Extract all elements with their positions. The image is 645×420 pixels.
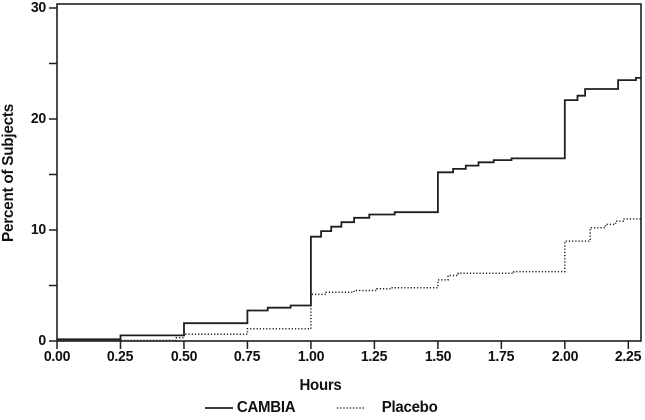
legend-label-cambia: CAMBIA <box>237 399 296 416</box>
x-tick-label: 0.25 <box>107 348 134 365</box>
placebo-line-swatch <box>337 407 366 409</box>
y-tick-label: 0 <box>38 332 46 349</box>
legend: CAMBIA Placebo <box>0 399 645 417</box>
x-tick-label: 2.25 <box>615 348 642 365</box>
plot-frame <box>56 3 642 342</box>
placebo-series-line <box>57 218 641 342</box>
x-tick-label: 1.50 <box>424 348 452 365</box>
x-tick-label: 0.50 <box>170 348 198 365</box>
x-tick-label: 2.00 <box>551 348 579 365</box>
y-tick-label: 30 <box>30 0 46 16</box>
y-axis-title: Percent of Subjects <box>0 104 17 242</box>
cambia-series-line <box>57 77 641 341</box>
legend-label-placebo: Placebo <box>382 399 438 416</box>
y-tick-label: 10 <box>30 220 46 238</box>
x-tick-label: 1.00 <box>297 348 325 365</box>
x-axis-title: Hours <box>299 377 342 394</box>
x-tick-label: 1.25 <box>361 348 388 365</box>
y-tick-label: 20 <box>30 109 46 127</box>
x-tick-label: 0.00 <box>43 348 71 365</box>
series-lines <box>57 77 641 342</box>
cambia-line-swatch <box>205 407 234 409</box>
x-tick-label: 0.75 <box>234 348 261 365</box>
axis-ticks <box>49 7 630 349</box>
x-tick-label: 1.75 <box>488 348 515 365</box>
